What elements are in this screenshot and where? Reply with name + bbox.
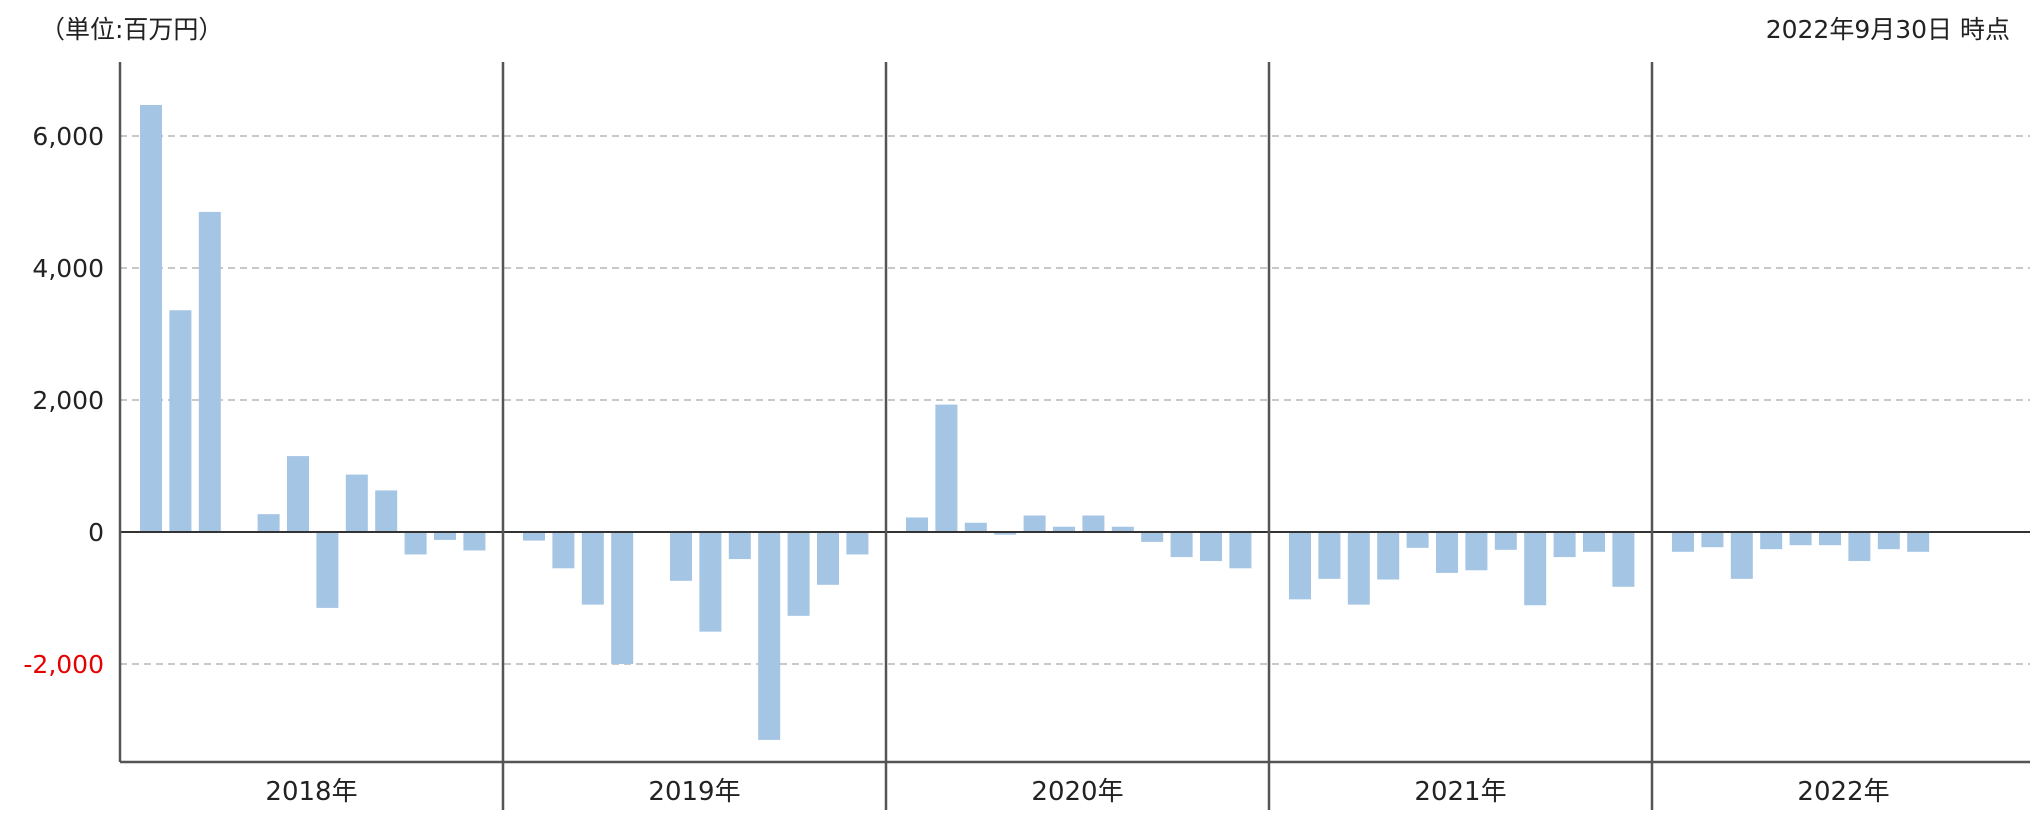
- bar: [552, 532, 575, 569]
- bar: [345, 474, 368, 532]
- bar: [728, 532, 751, 560]
- bar: [1436, 532, 1458, 573]
- bar: [1612, 532, 1635, 587]
- bar: [287, 456, 309, 532]
- unit-label: （単位:百万円）: [40, 15, 224, 44]
- x-category-label: 2022年: [1797, 777, 1889, 807]
- bar: [523, 532, 545, 541]
- bar: [1877, 532, 1900, 550]
- bar: [1553, 532, 1576, 558]
- bar: [434, 532, 456, 540]
- bar: [1347, 532, 1370, 605]
- bar: [581, 532, 604, 605]
- bar: [463, 532, 486, 551]
- x-category-label: 2020年: [1031, 777, 1123, 807]
- bar: [316, 532, 339, 608]
- bar: [1701, 532, 1724, 548]
- bar: [1672, 532, 1694, 552]
- x-category-label: 2021年: [1414, 777, 1506, 807]
- bar: [1111, 526, 1134, 532]
- bar: [257, 514, 280, 532]
- bar: [1789, 532, 1812, 546]
- bar: [1524, 532, 1547, 606]
- y-tick-label: 4,000: [32, 254, 104, 283]
- bar: [404, 532, 427, 555]
- bar: [1200, 532, 1222, 562]
- bar: [787, 532, 810, 616]
- bar: [1907, 532, 1930, 552]
- bar: [1053, 526, 1075, 532]
- bar: [846, 532, 869, 555]
- bar: [1377, 532, 1400, 580]
- bar: [1318, 532, 1341, 579]
- bar: [699, 532, 722, 632]
- bar: [1406, 532, 1429, 548]
- bar: [375, 490, 398, 532]
- x-category-label: 2018年: [265, 777, 357, 807]
- bar: [994, 532, 1017, 535]
- bar: [1082, 515, 1105, 532]
- bar: [1760, 532, 1783, 550]
- bar: [1289, 532, 1311, 600]
- y-tick-label: 2,000: [32, 386, 104, 415]
- bar: [1583, 532, 1605, 552]
- bar: [964, 522, 987, 532]
- bar: [906, 517, 928, 532]
- bar: [1848, 532, 1871, 562]
- y-tick-label: 6,000: [32, 122, 104, 151]
- bar: [198, 211, 221, 532]
- bar: [1023, 515, 1046, 532]
- bar: [1730, 532, 1753, 579]
- bar: [169, 310, 192, 532]
- bar: [1229, 532, 1252, 569]
- bar: [611, 532, 634, 664]
- bar: [758, 532, 781, 740]
- bar: [935, 404, 958, 532]
- bar: [817, 532, 839, 585]
- x-category-label: 2019年: [648, 777, 740, 807]
- bar: [1141, 532, 1164, 542]
- bar: [140, 104, 162, 532]
- y-tick-label: 0: [88, 518, 104, 547]
- bar: [1465, 532, 1488, 571]
- bar: [1494, 532, 1517, 550]
- y-tick-label: -2,000: [23, 650, 104, 679]
- bar: [1819, 532, 1841, 546]
- as-of-date-label: 2022年9月30日 時点: [1765, 15, 2010, 44]
- bar: [670, 532, 692, 581]
- bar: [1170, 532, 1193, 558]
